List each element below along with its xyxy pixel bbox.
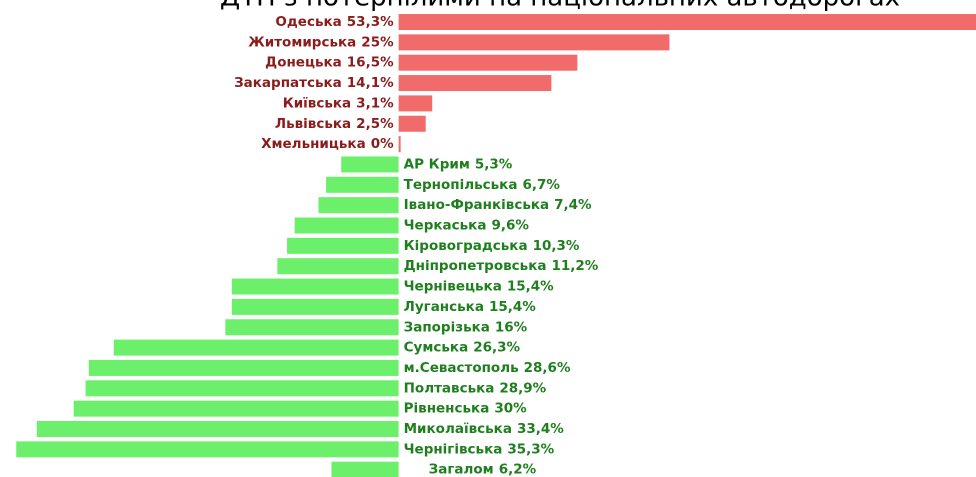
category-label: Закарпатська: [234, 75, 342, 91]
value-label: 0%: [371, 136, 394, 152]
bar-label: АР Крим 5,3%: [404, 156, 513, 172]
bar: [398, 14, 976, 30]
category-label: Черкаська: [404, 218, 487, 234]
bar-label: Луганська 15,4%: [404, 299, 537, 315]
bar-label: Закарпатська 14,1%: [234, 75, 394, 91]
bar: [85, 380, 399, 397]
category-label: Сумська: [404, 340, 469, 356]
category-label: Миколаївська: [404, 421, 512, 437]
category-label: Чернігівська: [404, 441, 503, 457]
bar-label: Житомирська 25%: [248, 34, 394, 50]
bar: [341, 156, 399, 173]
bar: [398, 75, 552, 92]
category-label: м.Севастополь: [404, 360, 519, 376]
bar: [398, 34, 670, 51]
bar: [294, 217, 399, 234]
bar: [73, 400, 399, 417]
value-label: 28,6%: [524, 360, 571, 376]
category-label: Рівненська: [404, 401, 490, 417]
bar-label: Київська 3,1%: [283, 95, 394, 111]
category-label: Тернопільська: [404, 177, 518, 193]
category-label: АР Крим: [404, 156, 470, 172]
category-label: Чернівецька: [404, 279, 502, 295]
bar: [398, 54, 578, 71]
bar-label: Чернівецька 15,4%: [404, 279, 555, 295]
category-label: Львівська: [275, 116, 351, 132]
value-label: 28,9%: [499, 380, 546, 396]
value-label: 35,3%: [507, 441, 554, 457]
bar-label: Донецька 16,5%: [265, 55, 394, 71]
value-label: 2,5%: [356, 116, 394, 132]
category-label: Одеська: [275, 14, 341, 30]
bar-label: Хмельницька 0%: [261, 136, 394, 152]
bar-label: Одеська 53,3%: [275, 14, 394, 30]
bar-label: Запорізька 16%: [404, 319, 528, 335]
bar-label: Івано-Франківська 7,4%: [404, 197, 592, 213]
bar: [88, 359, 399, 376]
category-label: Хмельницька: [261, 136, 366, 152]
bar-label: Сумська 26,3%: [404, 340, 521, 356]
category-label: Загалом: [429, 462, 494, 477]
category-label: Житомирська: [248, 34, 356, 50]
bar-label: Черкаська 9,6%: [404, 218, 530, 234]
bar: [225, 319, 399, 336]
value-label: 5,3%: [475, 156, 513, 172]
value-label: 6,7%: [522, 177, 560, 193]
bar-label: м.Севастополь 28,6%: [404, 360, 571, 376]
value-label: 10,3%: [533, 238, 580, 254]
category-label: Полтавська: [404, 380, 495, 396]
bar: [398, 115, 426, 132]
category-label: Київська: [283, 95, 351, 111]
bar-label: Тернопільська 6,7%: [404, 177, 561, 193]
bar: [113, 339, 399, 356]
value-label: 14,1%: [347, 75, 394, 91]
bar: [287, 237, 399, 254]
bar: [231, 278, 399, 295]
value-label: 3,1%: [356, 95, 394, 111]
bar-label: Загалом 6,2%: [429, 462, 537, 477]
category-label: Дніпропетровська: [404, 258, 547, 274]
bar-label: Полтавська 28,9%: [404, 380, 547, 396]
value-label: 9,6%: [491, 218, 529, 234]
bar: [326, 176, 399, 193]
value-label: 16,5%: [347, 55, 394, 71]
chart-title: ДТП з потерпілими на національних автодо…: [220, 0, 900, 13]
value-label: 6,2%: [499, 462, 537, 477]
value-label: 26,3%: [473, 340, 520, 356]
bar-label: Чернігівська 35,3%: [404, 441, 555, 457]
category-label: Кіровоградська: [404, 238, 528, 254]
value-label: 7,4%: [554, 197, 592, 213]
value-label: 11,2%: [551, 258, 598, 274]
category-label: Донецька: [265, 55, 342, 71]
value-label: 53,3%: [347, 14, 394, 30]
value-label: 25%: [361, 34, 394, 50]
value-label: 33,4%: [517, 421, 564, 437]
category-label: Івано-Франківська: [404, 197, 550, 213]
bar: [398, 136, 401, 153]
bar: [277, 258, 399, 275]
bar-label: Кіровоградська 10,3%: [404, 238, 580, 254]
value-label: 15,4%: [507, 279, 554, 295]
value-label: 16%: [495, 319, 528, 335]
bar-label: Миколаївська 33,4%: [404, 421, 565, 437]
bar: [16, 441, 399, 458]
bar: [331, 461, 399, 477]
category-label: Луганська: [404, 299, 484, 315]
bar: [318, 197, 399, 214]
bar: [36, 421, 399, 437]
bar-label: Львівська 2,5%: [275, 116, 394, 132]
bar: [231, 298, 399, 315]
bar-label: Рівненська 30%: [404, 401, 527, 417]
category-label: Запорізька: [404, 319, 490, 335]
value-label: 15,4%: [489, 299, 536, 315]
value-label: 30%: [494, 401, 527, 417]
bar: [398, 95, 433, 112]
bar-label: Дніпропетровська 11,2%: [404, 258, 599, 274]
